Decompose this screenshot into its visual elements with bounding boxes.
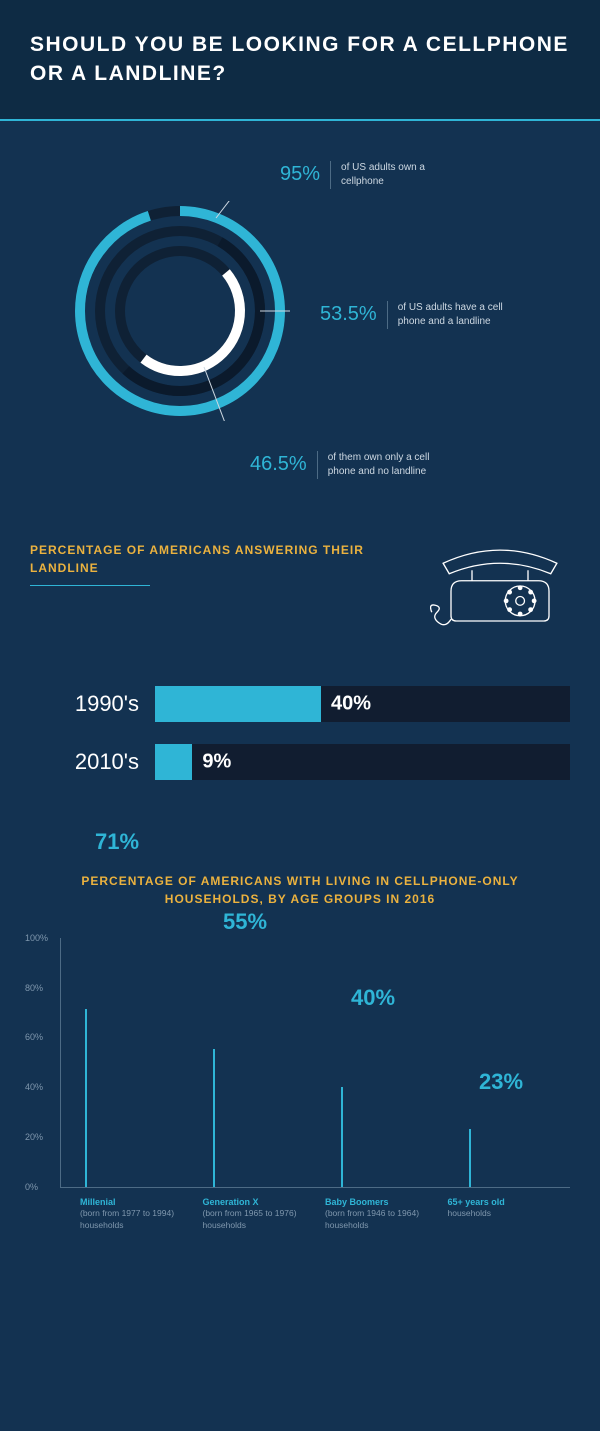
stat-percent: 95% (280, 163, 320, 186)
age-group-sub: households (448, 1208, 571, 1220)
ytick: 100% (25, 933, 48, 943)
donut-stat-cellonly: 46.5% of them own only a cell phone and … (250, 451, 457, 479)
age-bar: 40% (337, 1087, 437, 1187)
stat-percent: 46.5% (250, 453, 307, 476)
hbar-fill (155, 744, 192, 780)
donut-stat-cellphone: 95% of US adults own a cellphone (280, 161, 470, 189)
age-xlabel: Millenial (born from 1977 to 1994) house… (80, 1196, 203, 1232)
age-stick (213, 1049, 215, 1187)
hbar-value: 9% (202, 750, 231, 773)
section-title-block: PERCENTAGE OF AMERICANS ANSWERING THEIR … (30, 541, 410, 586)
age-group-name: Millenial (80, 1196, 203, 1209)
header: SHOULD YOU BE LOOKING FOR A CELLPHONE OR… (0, 0, 600, 121)
hbar-label: 1990's (60, 691, 155, 717)
age-xlabels: Millenial (born from 1977 to 1994) house… (60, 1196, 570, 1232)
hbar-row: 1990's 40% (60, 686, 570, 722)
hbar-value: 40% (331, 692, 371, 715)
landline-bars: 1990's 40% 2010's 9% (0, 636, 600, 832)
age-value: 40% (351, 985, 395, 1011)
age-stick (85, 1009, 87, 1187)
ytick: 0% (25, 1182, 38, 1192)
hbar-track: 40% (155, 686, 570, 722)
section-title: PERCENTAGE OF AMERICANS ANSWERING THEIR … (30, 541, 410, 577)
stat-desc: of US adults have a cell phone and a lan… (387, 301, 527, 329)
hbar-label: 2010's (60, 749, 155, 775)
stat-desc: of US adults own a cellphone (330, 161, 470, 189)
age-value: 55% (223, 909, 267, 935)
section-title: PERCENTAGE OF AMERICANS WITH LIVING IN C… (60, 872, 540, 908)
ytick: 40% (25, 1082, 43, 1092)
age-plot-area: 0% 20% 40% 60% 80% 100% 71% 55% 40% 23% (60, 938, 570, 1188)
ytick: 80% (25, 983, 43, 993)
age-xlabel: 65+ years old households (448, 1196, 571, 1232)
age-bar: 23% (465, 1129, 565, 1187)
age-group-sub: (born from 1977 to 1994) households (80, 1208, 203, 1232)
ytick: 20% (25, 1132, 43, 1142)
donut-stat-both: 53.5% of US adults have a cell phone and… (320, 301, 527, 329)
donut-chart (70, 201, 290, 421)
age-group-name: Generation X (203, 1196, 326, 1209)
agechart-title-block: PERCENTAGE OF AMERICANS WITH LIVING IN C… (0, 832, 600, 918)
hbar-track: 9% (155, 744, 570, 780)
age-group-sub: (born from 1965 to 1976) households (203, 1208, 326, 1232)
title-rule (30, 585, 150, 586)
ytick: 60% (25, 1032, 43, 1042)
hbar-fill (155, 686, 321, 722)
page-title: SHOULD YOU BE LOOKING FOR A CELLPHONE OR… (30, 30, 570, 89)
age-value: 71% (95, 829, 139, 855)
age-chart: 0% 20% 40% 60% 80% 100% 71% 55% 40% 23% … (0, 918, 600, 1252)
age-stick (341, 1087, 343, 1187)
age-stick (469, 1129, 471, 1187)
age-group-name: Baby Boomers (325, 1196, 448, 1209)
age-xlabel: Baby Boomers (born from 1946 to 1964) ho… (325, 1196, 448, 1232)
rotary-phone-icon (430, 541, 570, 636)
hbar-row: 2010's 9% (60, 744, 570, 780)
stat-percent: 53.5% (320, 303, 377, 326)
age-value: 23% (479, 1069, 523, 1095)
age-group-name: 65+ years old (448, 1196, 571, 1209)
landline-heading-row: PERCENTAGE OF AMERICANS ANSWERING THEIR … (0, 541, 600, 636)
age-xlabel: Generation X (born from 1965 to 1976) ho… (203, 1196, 326, 1232)
age-bar: 71% (81, 1009, 181, 1187)
stat-desc: of them own only a cell phone and no lan… (317, 451, 457, 479)
age-group-sub: (born from 1946 to 1964) households (325, 1208, 448, 1232)
age-bar: 55% (209, 1049, 309, 1187)
donut-section: 95% of US adults own a cellphone 53.5% o… (0, 121, 600, 541)
